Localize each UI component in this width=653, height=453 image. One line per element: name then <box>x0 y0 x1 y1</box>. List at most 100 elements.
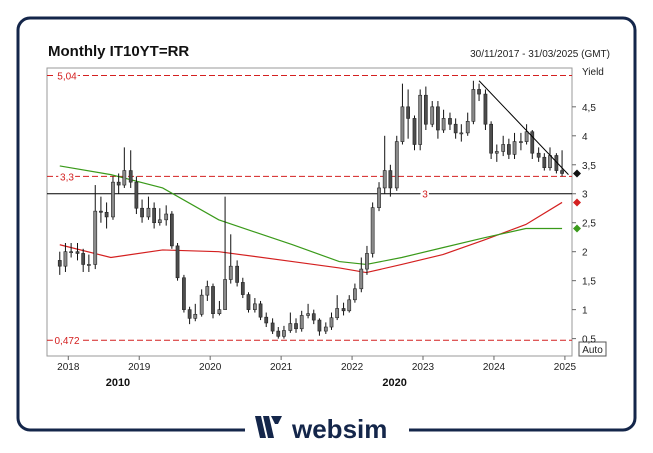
candle-body <box>146 207 151 218</box>
candle-body <box>306 313 310 316</box>
candle-body <box>512 141 517 155</box>
candle-body <box>494 151 499 154</box>
candle-body <box>81 253 86 265</box>
y-tick-label: 4 <box>582 132 588 143</box>
candle-body <box>235 265 239 283</box>
candle-body <box>75 251 80 254</box>
candle-body <box>170 213 174 247</box>
candle-body <box>276 330 281 337</box>
candle-body <box>465 121 470 134</box>
level-label: 0,472 <box>54 336 79 347</box>
candle-body <box>530 131 535 154</box>
y-tick-label: 1 <box>582 306 588 317</box>
candle-body <box>453 123 458 134</box>
candle-body <box>175 245 180 279</box>
candle-body <box>116 181 121 186</box>
auto-label[interactable]: Auto <box>582 345 603 356</box>
x-tick-label: 2025 <box>554 362 577 373</box>
candle-body <box>258 303 263 318</box>
candle-body <box>86 264 91 266</box>
candle-body <box>388 170 393 189</box>
logo-bg <box>245 414 409 444</box>
candle-body <box>93 210 98 265</box>
candle-body <box>99 210 103 213</box>
candle-body <box>317 319 322 332</box>
auto-button[interactable] <box>578 341 607 357</box>
y-tick-label: 3 <box>582 190 588 201</box>
y-tick-label: 3,5 <box>582 161 596 172</box>
candle-body <box>519 141 523 143</box>
candle-body <box>228 265 233 280</box>
x-tick-label: 2019 <box>128 362 151 373</box>
y-axis-label: Yield <box>582 67 604 78</box>
candle-body <box>111 181 115 218</box>
plot-frame <box>46 67 573 357</box>
last-value-marker <box>573 198 581 207</box>
candle-body <box>282 330 286 337</box>
candle-body <box>57 260 62 267</box>
candle-body <box>63 251 68 267</box>
candle-body <box>370 207 375 254</box>
candle-body <box>489 123 493 154</box>
candle-body <box>542 156 547 168</box>
candle-body <box>359 268 364 290</box>
candle-body <box>264 316 269 324</box>
candle-body <box>394 141 399 189</box>
candle-body <box>382 170 387 189</box>
candle-body <box>347 299 352 312</box>
candle-body <box>329 317 334 328</box>
candle-body <box>418 94 423 145</box>
candle-body <box>128 170 133 183</box>
candle-body <box>335 308 340 319</box>
y-tick-label: 4,5 <box>582 103 596 114</box>
y-tick-label: 1,5 <box>582 277 596 288</box>
candle-body <box>436 106 440 131</box>
candle-body <box>182 277 186 310</box>
candle-body <box>448 118 452 125</box>
candle-body <box>140 207 144 218</box>
candle-body <box>246 294 251 310</box>
candle-body <box>253 303 257 310</box>
candle-body <box>548 155 552 168</box>
level-label: 3,3 <box>60 172 74 183</box>
x-tick-label: 2021 <box>270 362 293 373</box>
candle-body <box>294 323 298 330</box>
candle-body <box>501 144 506 152</box>
candle-body <box>423 94 428 125</box>
y-tick-label: 2 <box>582 248 588 259</box>
candle-body <box>134 181 139 209</box>
candle-body <box>477 89 481 95</box>
moving-average <box>59 201 563 274</box>
date-range: 30/11/2017 - 31/03/2025 (GMT) <box>470 49 610 60</box>
candle-body <box>430 106 435 125</box>
decade-label: 2010 <box>106 377 130 389</box>
candle-body <box>164 213 169 221</box>
candle-body <box>217 309 222 314</box>
candle-body <box>69 251 73 253</box>
logo-text: websim <box>291 414 387 444</box>
candle-body <box>483 93 488 125</box>
level-label: 5,04 <box>57 72 77 83</box>
candle-body <box>288 323 293 331</box>
x-tick-label: 2018 <box>57 362 80 373</box>
trendline <box>478 80 569 175</box>
candle-body <box>365 253 369 270</box>
candle-body <box>459 132 464 135</box>
last-value-marker <box>573 169 581 178</box>
x-tick-label: 2022 <box>341 362 364 373</box>
y-tick-label: 0,5 <box>582 335 596 346</box>
moving-average <box>59 165 563 266</box>
candle-body <box>400 106 405 142</box>
candle-body <box>412 118 417 145</box>
candle-body <box>506 144 511 155</box>
candle-body <box>122 170 127 186</box>
y-tick-label: 2,5 <box>582 219 596 230</box>
candle-body <box>536 152 541 158</box>
candle-body <box>471 89 476 122</box>
level-label: 3 <box>422 190 428 201</box>
candle-body <box>299 315 304 330</box>
candle-body <box>441 118 446 131</box>
last-value-marker <box>573 224 581 233</box>
decade-label: 2020 <box>382 377 406 389</box>
